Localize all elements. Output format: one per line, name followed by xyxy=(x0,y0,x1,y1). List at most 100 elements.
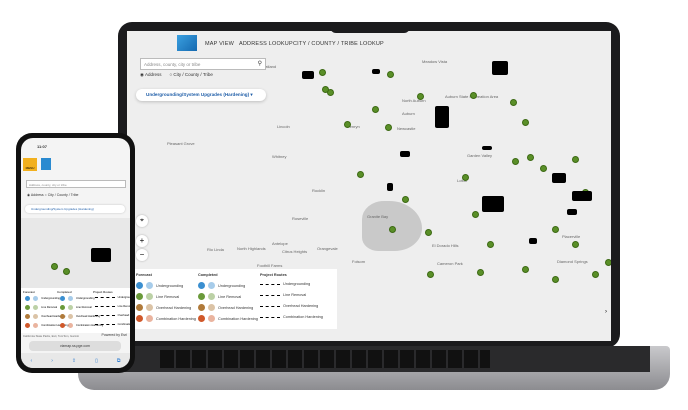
project-route xyxy=(572,191,592,201)
radio-city[interactable]: ○ City / County / Tribe xyxy=(169,72,213,77)
search-icon[interactable]: ⚲ xyxy=(257,61,262,67)
completed-marker[interactable] xyxy=(417,93,424,100)
route-line-icon xyxy=(260,294,280,296)
legend-label: Undergrounding xyxy=(218,283,246,288)
layer-dropdown[interactable]: Undergrounding/System Upgrades (Hardenin… xyxy=(136,89,266,101)
search-input[interactable]: Address, county, city or tribe ⚲ xyxy=(140,58,266,70)
route-line-icon xyxy=(94,324,115,325)
phone-time: 11:07 xyxy=(37,144,48,149)
legend-label: Undergrounding xyxy=(283,282,311,286)
completed-marker[interactable] xyxy=(540,165,547,172)
map-place-label: Rio Linda xyxy=(207,247,224,252)
completed-marker[interactable] xyxy=(552,276,559,283)
completed-marker[interactable] xyxy=(387,71,394,78)
completed-marker[interactable] xyxy=(427,271,434,278)
phone-attribution: California State Parks, Esri, TomTom, Ga… xyxy=(23,334,80,338)
phone-radio-address[interactable]: ◉ Address ○ City / County / Tribe xyxy=(27,193,79,197)
legend-label: Line Removal xyxy=(283,293,307,297)
completed-marker[interactable] xyxy=(402,196,409,203)
completed-marker[interactable] xyxy=(470,92,477,99)
map-place-label: Whitney xyxy=(272,154,287,159)
completed-marker[interactable] xyxy=(322,86,329,93)
completed-marker[interactable] xyxy=(344,121,351,128)
legend-route-item: Combination Hardening xyxy=(94,323,130,326)
project-route xyxy=(567,209,577,215)
back-icon[interactable]: ‹ xyxy=(30,357,33,364)
completed-marker[interactable] xyxy=(510,99,517,106)
legend-forecast-item: Line Removal xyxy=(25,305,57,310)
completed-marker[interactable] xyxy=(319,69,326,76)
zoom-in-button[interactable]: + xyxy=(136,235,148,247)
map-place-label: Antelope xyxy=(272,241,288,246)
bookmarks-icon[interactable]: ▯ xyxy=(95,357,98,364)
completed-marker[interactable] xyxy=(372,106,379,113)
map-place-label: Folsom xyxy=(352,259,366,264)
next-arrow[interactable]: › xyxy=(605,309,607,315)
completed-marker[interactable] xyxy=(605,259,611,266)
tabs-icon[interactable]: ⧉ xyxy=(116,357,121,364)
phone-search-placeholder: Address, county, city or tribe xyxy=(29,183,67,187)
completed-marker[interactable] xyxy=(385,124,392,131)
completed-marker[interactable] xyxy=(552,226,559,233)
completed-marker[interactable] xyxy=(522,266,529,273)
completed-marker[interactable] xyxy=(462,174,469,181)
legend-label: Combination Hardening xyxy=(117,323,130,326)
nav-map-view[interactable]: MAP VIEW xyxy=(205,41,235,47)
zoom-out-button[interactable]: − xyxy=(136,249,148,261)
legend-symbol-icon xyxy=(67,305,73,310)
legend-symbol-icon xyxy=(67,296,73,301)
legend-completed-heading: Completed xyxy=(198,273,218,277)
route-line-icon xyxy=(260,305,280,307)
completed-marker[interactable] xyxy=(357,171,364,178)
completed-marker[interactable] xyxy=(522,119,529,126)
nav-address-lookup[interactable]: ADDRESS LOOKUP xyxy=(239,41,293,47)
locate-button[interactable]: ⌖ xyxy=(136,215,148,227)
phone-search-input[interactable]: Address, county, city or tribe xyxy=(26,180,126,188)
radio-address-label: Address xyxy=(144,72,162,77)
legend-label: Line Removal xyxy=(117,305,130,308)
legend-symbol-icon xyxy=(208,315,215,322)
completed-marker[interactable] xyxy=(487,241,494,248)
completed-marker[interactable] xyxy=(512,158,519,165)
menu-button[interactable]: MENU xyxy=(23,158,37,171)
share-icon[interactable]: ⇪ xyxy=(71,357,77,364)
project-route xyxy=(435,106,449,128)
completed-marker[interactable] xyxy=(477,269,484,276)
map-app-screen: MAP VIEW ADDRESS LOOKUP CITY / COUNTY / … xyxy=(127,31,611,341)
phone-url-bar[interactable]: vizmap.ss.pge.com xyxy=(29,341,121,351)
pge-logo xyxy=(177,35,197,51)
phone-map[interactable] xyxy=(21,218,130,288)
nav-city-county-tribe-lookup[interactable]: CITY / COUNTY / TRIBE LOOKUP xyxy=(293,41,384,47)
map-place-label: Rocklin xyxy=(312,188,326,193)
completed-marker[interactable] xyxy=(472,211,479,218)
completed-marker[interactable] xyxy=(572,241,579,248)
legend-symbol-icon xyxy=(198,315,205,322)
completed-marker[interactable] xyxy=(572,156,579,163)
completed-marker[interactable] xyxy=(425,229,432,236)
phone-legend-routes: Project Routes xyxy=(93,290,113,294)
legend-label: Undergrounding xyxy=(156,283,184,288)
legend-completed-item: Undergrounding xyxy=(198,282,245,289)
phone-layer-dropdown[interactable]: Undergrounding/System Upgrades (Hardenin… xyxy=(25,205,125,213)
legend-label: Overhead Hardening xyxy=(75,315,101,318)
completed-marker[interactable] xyxy=(327,89,334,96)
legend-route-item: Overhead Hardening xyxy=(94,314,130,317)
completed-marker[interactable] xyxy=(527,154,534,161)
legend-completed-item: Combination Hardening xyxy=(59,323,103,328)
map-place-label: Placerville xyxy=(562,234,581,239)
map-place-label: North Auburn xyxy=(402,98,426,103)
completed-marker[interactable] xyxy=(592,271,599,278)
pge-logo-mobile xyxy=(41,158,51,170)
radio-address[interactable]: ◉ Address xyxy=(140,72,162,77)
forward-icon[interactable]: › xyxy=(51,357,53,364)
legend-label: Overhead Hardening xyxy=(283,304,319,308)
legend-symbol-icon xyxy=(136,293,143,300)
legend-symbol-icon xyxy=(33,314,39,319)
phone-layer-label: Undergrounding/System Upgrades (Hardenin… xyxy=(31,207,94,211)
legend-forecast-item: Combination Hardening xyxy=(136,315,196,322)
legend-symbol-icon xyxy=(208,293,215,300)
legend-completed-item: Undergrounding xyxy=(59,296,95,301)
legend-label: Combination Hardening xyxy=(41,324,69,327)
legend-symbol-icon xyxy=(136,282,143,289)
completed-marker[interactable] xyxy=(389,226,396,233)
